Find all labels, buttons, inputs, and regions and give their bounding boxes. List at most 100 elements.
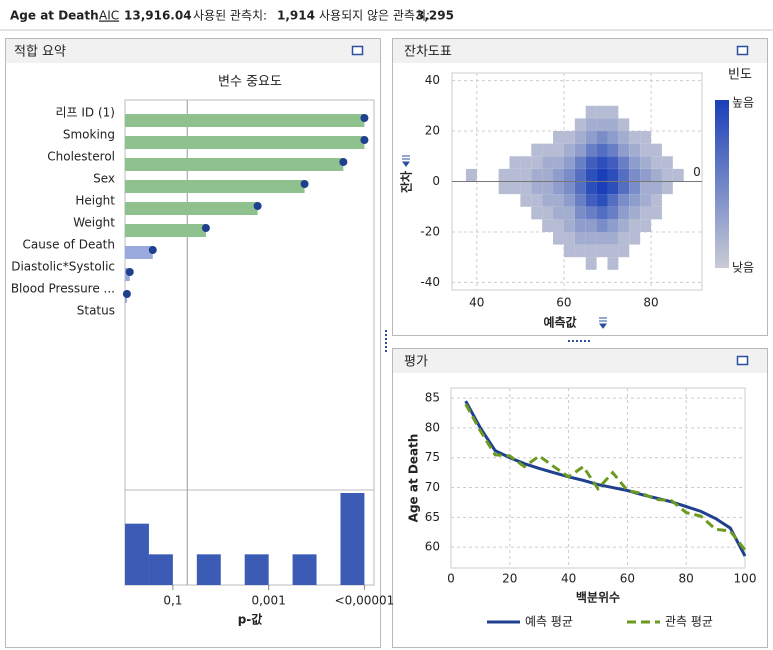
bar bbox=[125, 158, 344, 171]
heat-cell bbox=[629, 206, 641, 220]
legend-title: 빈도 bbox=[728, 68, 752, 83]
heat-cell bbox=[640, 131, 652, 144]
plot-frame bbox=[450, 387, 746, 569]
bar bbox=[125, 136, 365, 149]
category-label: Sex bbox=[93, 172, 115, 186]
y-axis-label: 잔차 bbox=[399, 171, 414, 193]
heat-cell bbox=[629, 231, 641, 245]
heat-cell bbox=[553, 219, 564, 232]
heat-cell bbox=[607, 105, 619, 119]
panel-title: 잔차도표 bbox=[404, 45, 452, 60]
heat-cell bbox=[585, 244, 597, 258]
maximize-button[interactable] bbox=[736, 355, 749, 366]
bar bbox=[125, 224, 206, 237]
x-axis-label: 예측값 bbox=[543, 315, 576, 330]
heat-cell bbox=[651, 206, 662, 220]
y-tick-label: 60 bbox=[425, 540, 440, 554]
heat-cell bbox=[596, 131, 608, 144]
panel-header bbox=[6, 39, 380, 63]
heat-cell bbox=[531, 168, 543, 182]
heat-cell bbox=[563, 231, 575, 245]
target-name: Age at Death bbox=[10, 9, 99, 23]
heat-cell bbox=[585, 143, 597, 157]
category-label: Status bbox=[77, 304, 115, 318]
heat-cell bbox=[607, 131, 619, 144]
heat-cell bbox=[640, 143, 652, 157]
aic-value: 13,916.04 bbox=[124, 9, 192, 23]
heat-cell bbox=[629, 156, 641, 169]
heat-cell bbox=[607, 231, 619, 245]
heat-cell bbox=[585, 168, 597, 182]
bar bbox=[125, 246, 153, 259]
heat-cell bbox=[563, 168, 575, 182]
axis-menu[interactable] bbox=[599, 317, 607, 329]
bar-marker bbox=[360, 136, 369, 144]
heat-cell bbox=[574, 181, 586, 195]
heat-cell bbox=[563, 156, 575, 169]
heat-cell bbox=[574, 244, 586, 258]
heat-cell bbox=[520, 156, 532, 169]
heat-cell bbox=[542, 219, 554, 232]
heat-cell bbox=[596, 168, 608, 182]
heat-cell bbox=[542, 194, 554, 207]
heat-cell bbox=[640, 181, 652, 195]
panel bbox=[5, 38, 381, 648]
heat-cell bbox=[585, 219, 597, 232]
aic-label[interactable]: AIC bbox=[99, 9, 119, 23]
bar-marker bbox=[122, 290, 131, 298]
heat-cell bbox=[574, 131, 586, 144]
heat-cell bbox=[651, 168, 662, 182]
x-tick-label: 40 bbox=[561, 572, 576, 586]
x-tick-label: 20 bbox=[502, 572, 517, 586]
axis-menu[interactable] bbox=[402, 155, 410, 167]
legend-label: 예측 평균 bbox=[525, 615, 573, 629]
x-axis-label: 백분위수 bbox=[576, 590, 620, 605]
heat-cell bbox=[531, 143, 543, 157]
category-label: Smoking bbox=[63, 128, 115, 142]
bar-marker bbox=[201, 224, 210, 232]
histogram-bar bbox=[292, 554, 317, 585]
heat-cell bbox=[596, 219, 608, 232]
heat-cell bbox=[574, 206, 586, 220]
x-tick-label: 60 bbox=[620, 572, 635, 586]
heat-cell bbox=[574, 231, 586, 245]
heat-cell bbox=[618, 219, 630, 232]
heat-cell bbox=[672, 168, 684, 182]
y-tick-label: 80 bbox=[425, 420, 440, 434]
chart-title: 변수 중요도 bbox=[218, 75, 282, 90]
heat-cell bbox=[607, 219, 619, 232]
heat-cell bbox=[553, 168, 564, 182]
heat-cell bbox=[498, 168, 510, 182]
y-tick-label: 0 bbox=[432, 174, 440, 188]
heat-cell bbox=[563, 181, 575, 195]
heat-cell bbox=[618, 206, 630, 220]
bar-marker bbox=[300, 180, 309, 188]
heat-cell bbox=[596, 118, 608, 132]
heat-cell bbox=[509, 181, 521, 195]
heat-cell bbox=[574, 194, 586, 207]
heat-cell bbox=[629, 143, 641, 157]
maximize-button[interactable] bbox=[351, 45, 364, 56]
heat-cell bbox=[574, 219, 586, 232]
heat-cell bbox=[596, 181, 608, 195]
bar-marker bbox=[360, 114, 369, 122]
color-ramp bbox=[715, 100, 729, 268]
heat-cell bbox=[607, 118, 619, 132]
y-tick-label: 65 bbox=[425, 510, 440, 524]
heat-cell bbox=[661, 181, 673, 195]
maximize-button[interactable] bbox=[736, 45, 749, 56]
heat-cell bbox=[465, 168, 477, 182]
heat-cell bbox=[629, 219, 641, 232]
heat-cell bbox=[542, 143, 554, 157]
heat-cell bbox=[553, 181, 564, 195]
heat-cell bbox=[553, 206, 564, 220]
x-tick-label: 80 bbox=[679, 572, 694, 586]
heat-cell bbox=[542, 206, 554, 220]
category-label: Diastolic*Systolic bbox=[11, 260, 115, 274]
heat-cell bbox=[651, 143, 662, 157]
x-tick-label: 100 bbox=[734, 572, 757, 586]
heat-cell bbox=[651, 194, 662, 207]
heat-cell bbox=[618, 168, 630, 182]
bar bbox=[125, 180, 305, 193]
y-tick-label: 85 bbox=[425, 391, 440, 405]
